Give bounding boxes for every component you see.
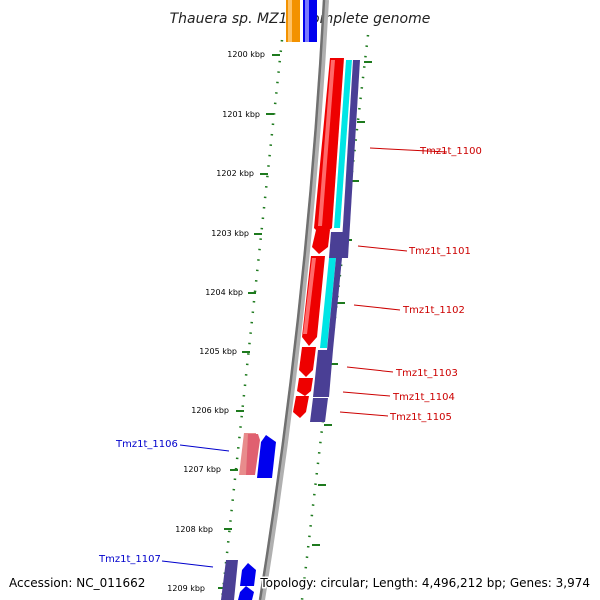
gene-labels: Tmz1t_1100 Tmz1t_1101 Tmz1t_1102 Tmz1t_1… [98, 146, 482, 565]
gene-red-1105[interactable] [293, 396, 309, 418]
gene-purple-5[interactable] [310, 398, 328, 422]
scale-label: 1204 kbp [205, 288, 243, 297]
genome-summary-text: Topology: circular; Length: 4,496,212 bp… [259, 576, 590, 590]
lower-gene-pair [239, 433, 276, 478]
scale-label: 1203 kbp [211, 229, 249, 238]
gene-label[interactable]: Tmz1t_1102 [402, 305, 465, 316]
scale-label: 1205 kbp [199, 347, 237, 356]
accession-text: Accession: NC_011662 [9, 576, 145, 590]
inner-scale-ticks [218, 54, 280, 589]
top-partial-genes [286, 0, 317, 42]
gene-label[interactable]: Tmz1t_1106 [115, 439, 178, 450]
gene-purple-4[interactable] [313, 350, 333, 397]
gene-purple-3[interactable] [327, 258, 342, 350]
gene-label[interactable]: Tmz1t_1101 [408, 246, 471, 257]
scale-label: 1209 kbp [167, 584, 205, 593]
scale-label: 1200 kbp [227, 50, 265, 59]
scale-label: 1207 kbp [183, 465, 221, 474]
scale-labels: 1200 kbp 1201 kbp 1202 kbp 1203 kbp 1204… [167, 50, 265, 593]
gene-cyan-2[interactable] [320, 258, 336, 348]
scale-label: 1206 kbp [191, 406, 229, 415]
gene-red-1101[interactable] [312, 230, 330, 254]
gene-cyan-1[interactable] [334, 60, 352, 228]
gene-red-1104[interactable] [297, 378, 313, 396]
gene-purple-2[interactable] [329, 232, 345, 258]
cyan-purple-gene-block [310, 60, 360, 422]
red-gene-block [293, 58, 344, 418]
gene-label[interactable]: Tmz1t_1107 [98, 554, 161, 565]
gene-label[interactable]: Tmz1t_1104 [392, 392, 455, 403]
scale-label: 1208 kbp [175, 525, 213, 534]
gene-label[interactable]: Tmz1t_1105 [389, 412, 452, 423]
label-leader-lines [161, 147, 448, 568]
bottom-genes [221, 560, 256, 600]
gene-purple-1107[interactable] [221, 560, 238, 600]
gene-label[interactable]: Tmz1t_1100 [419, 146, 482, 157]
gene-blue-1107[interactable] [240, 563, 256, 586]
gene-label[interactable]: Tmz1t_1103 [395, 368, 458, 379]
scale-label: 1201 kbp [222, 110, 260, 119]
gene-red-1103[interactable] [299, 347, 316, 377]
genome-backbone [259, 0, 329, 600]
gene-blue-1106[interactable] [257, 435, 276, 478]
scale-label: 1202 kbp [216, 169, 254, 178]
gene-purple-1[interactable] [341, 60, 360, 258]
